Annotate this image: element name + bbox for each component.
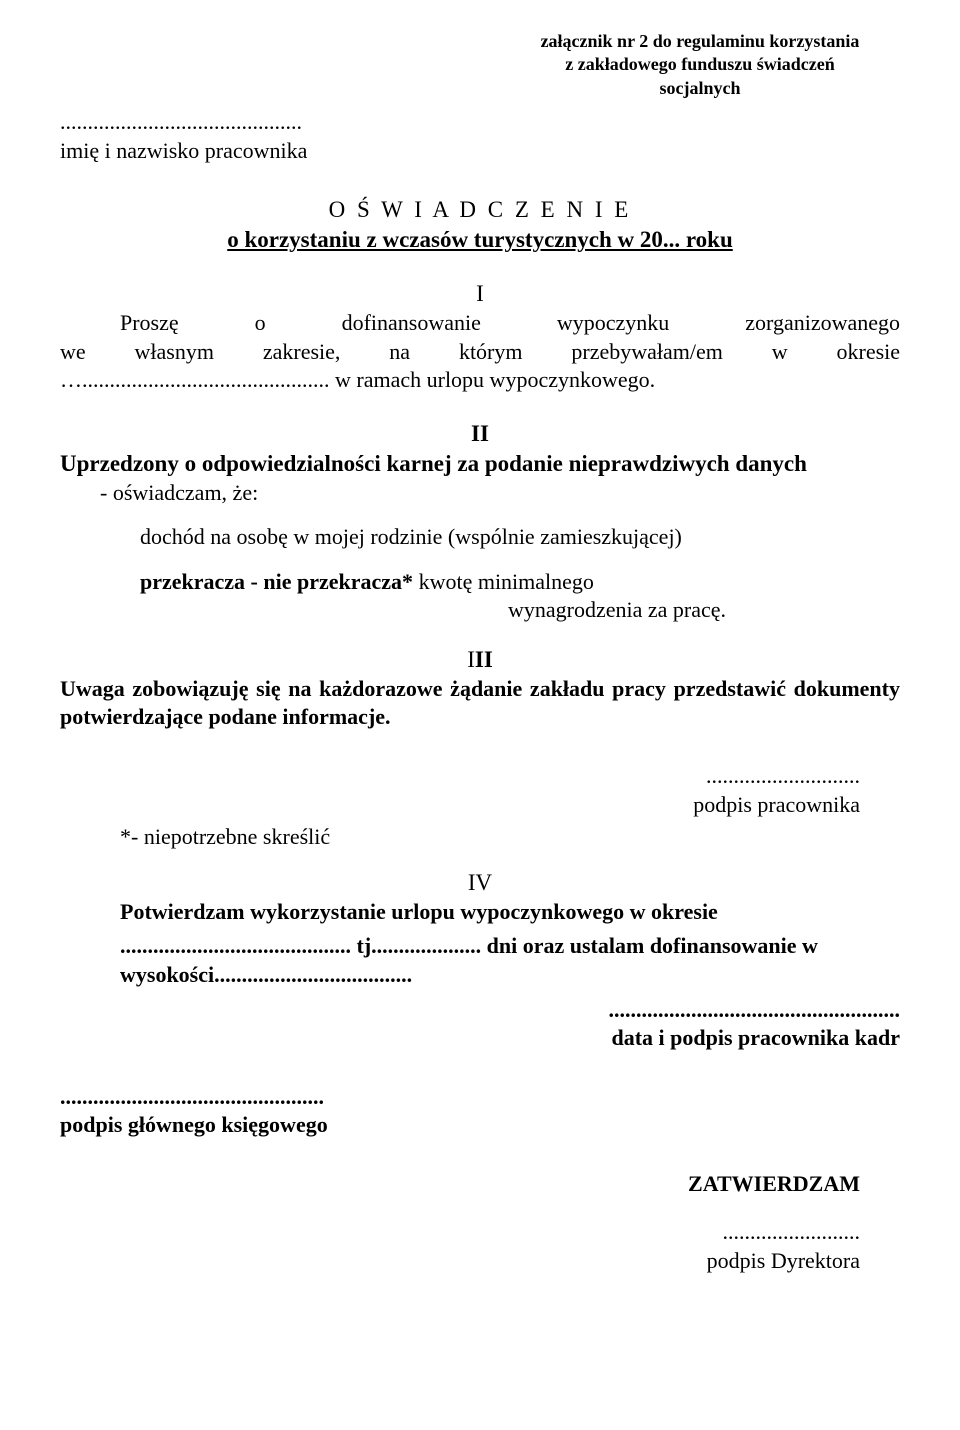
section-4: IV Potwierdzam wykorzystanie urlopu wypo… bbox=[60, 868, 900, 1053]
signature-dots: ............................ bbox=[60, 762, 860, 791]
income-line: dochód na osobę w mojej rodzinie (wspóln… bbox=[60, 523, 900, 552]
delete-unnecessary: *- niepotrzebne skreślić bbox=[60, 823, 900, 852]
approve-label: ZATWIERDZAM bbox=[60, 1170, 900, 1199]
section-1: I Proszę o dofinansowanie wypoczynku zor… bbox=[60, 279, 900, 395]
header-line1: załącznik nr 2 do regulaminu korzystania bbox=[500, 30, 900, 53]
section-3-text: Uwaga zobowiązuję się na każdorazowe żąd… bbox=[60, 675, 900, 732]
section-4-line1: Potwierdzam wykorzystanie urlopu wypoczy… bbox=[60, 898, 900, 927]
header-line3: socjalnych bbox=[500, 77, 900, 100]
title-block: O Ś W I A D C Z E N I E o korzystaniu z … bbox=[60, 195, 900, 255]
name-label: imię i nazwisko pracownika bbox=[60, 137, 900, 166]
exceeds-line: przekracza - nie przekracza* kwotę minim… bbox=[60, 568, 900, 597]
section-1-number: I bbox=[60, 279, 900, 309]
section-2-header: Uprzedzony o odpowiedzialności karnej za… bbox=[60, 449, 900, 479]
remuneration-line: wynagrodzenia za pracę. bbox=[60, 596, 900, 625]
section-2-dash: - oświadczam, że: bbox=[60, 479, 900, 508]
signature-label: podpis pracownika bbox=[60, 791, 860, 820]
title-main: O Ś W I A D C Z E N I E bbox=[60, 195, 900, 225]
attachment-header: załącznik nr 2 do regulaminu korzystania… bbox=[500, 30, 900, 100]
name-dots: ........................................… bbox=[60, 108, 900, 137]
section-1-text: Proszę o dofinansowanie wypoczynku zorga… bbox=[60, 309, 900, 395]
hr-sig-label: data i podpis pracownika kadr bbox=[60, 1024, 900, 1053]
chief-accountant-signature: ........................................… bbox=[60, 1083, 900, 1140]
section-3: III Uwaga zobowiązuję się na każdorazowe… bbox=[60, 645, 900, 732]
director-label: podpis Dyrektora bbox=[60, 1247, 860, 1276]
section-4-number: IV bbox=[60, 868, 900, 898]
accountant-label: podpis głównego księgowego bbox=[60, 1111, 900, 1140]
section-2-number: II bbox=[60, 419, 900, 449]
section-3-number: III bbox=[60, 645, 900, 675]
accountant-dots: ........................................… bbox=[60, 1083, 900, 1112]
header-line2: z zakładowego funduszu świadczeń bbox=[500, 53, 900, 76]
director-signature: ......................... podpis Dyrekto… bbox=[60, 1218, 900, 1275]
title-sub: o korzystaniu z wczasów turystycznych w … bbox=[60, 225, 900, 255]
employee-signature: ............................ podpis prac… bbox=[60, 762, 900, 819]
section-2: II Uprzedzony o odpowiedzialności karnej… bbox=[60, 419, 900, 625]
hr-signature: ........................................… bbox=[60, 996, 900, 1053]
hr-sig-dots: ........................................… bbox=[60, 996, 900, 1025]
director-dots: ......................... bbox=[60, 1218, 860, 1247]
section-4-line2: ........................................… bbox=[60, 932, 900, 989]
